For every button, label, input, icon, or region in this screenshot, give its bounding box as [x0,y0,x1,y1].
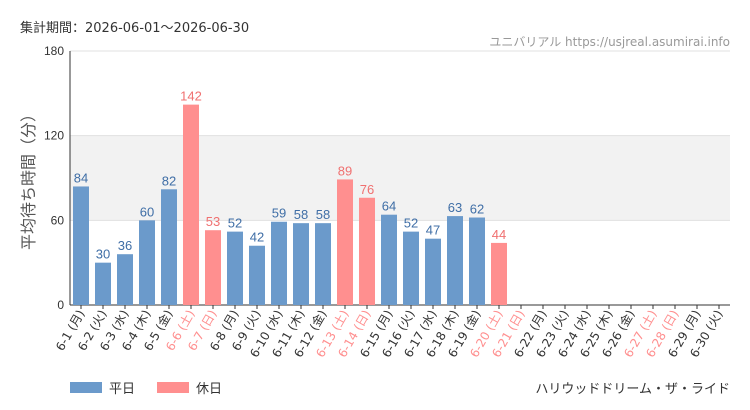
bar [491,242,507,305]
bar [161,189,177,305]
data-label: 53 [206,214,220,229]
data-label: 58 [294,207,308,222]
data-label: 64 [382,199,396,214]
period-label: 集計期間：2026-06-01〜2026-06-30 [20,21,250,36]
data-label: 59 [272,206,286,221]
data-label: 63 [448,200,462,215]
bar [337,179,353,305]
legend-label-weekday: 平日 [109,382,136,397]
y-tick-label: 0 [57,298,64,312]
bar [95,262,111,305]
attraction-name: ハリウッドドリーム・ザ・ライド [535,382,730,397]
legend: 平日 休日 [70,378,244,397]
bar [117,254,133,305]
data-label: 82 [162,173,176,188]
data-label: 60 [140,204,154,219]
legend-item-holiday: 休日 [157,378,222,397]
bar [447,216,463,305]
bar [293,223,309,305]
data-label: 62 [470,202,484,217]
data-label: 142 [180,89,202,104]
data-label: 84 [74,170,88,185]
y-tick-label: 180 [44,44,64,58]
bar [227,231,243,305]
bar [403,231,419,305]
legend-label-holiday: 休日 [196,382,223,397]
legend-swatch-weekday [70,382,102,393]
bar [139,220,155,305]
data-label: 52 [404,216,418,231]
bar [359,197,375,305]
bar [249,245,265,305]
data-label: 42 [250,230,264,245]
data-label: 30 [96,247,110,262]
bar [469,217,485,305]
bar [315,223,331,305]
legend-item-weekday: 平日 [70,378,135,397]
data-label: 89 [338,163,352,178]
data-label: 47 [426,223,440,238]
legend-swatch-holiday [157,382,190,393]
data-label: 58 [316,207,330,222]
bar [205,230,221,305]
bar [271,221,287,305]
bar [183,104,199,305]
plot-band [70,135,730,221]
data-label: 76 [360,182,374,197]
bar [73,186,89,305]
y-tick-label: 60 [51,213,65,227]
source-label[interactable]: ユニバリアル https://usjreal.asumirai.info [489,35,730,49]
data-label: 44 [492,227,506,242]
data-label: 36 [118,238,132,253]
bar [381,214,397,305]
bar [425,238,441,305]
y-tick-label: 120 [44,129,64,143]
data-label: 52 [228,216,242,231]
